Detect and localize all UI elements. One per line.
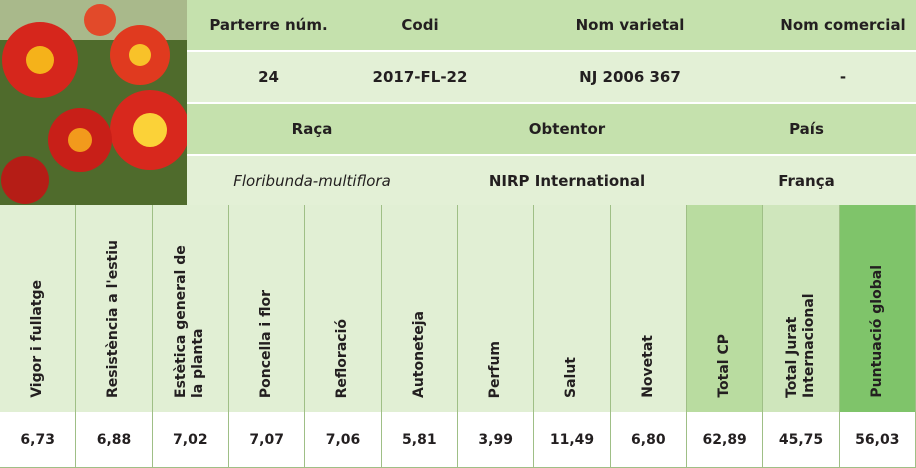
- scores-table: Vigor i fullatge Resistència a l'estiu Est…: [0, 205, 916, 468]
- column-header: Resistència a l'estiu: [76, 205, 152, 412]
- column-header: Poncella i flor: [229, 205, 305, 412]
- column-header-text: Refloració: [334, 319, 351, 398]
- field-label: Nom varietal: [490, 16, 770, 34]
- column-header-text: Poncella i flor: [258, 290, 275, 398]
- column-header: Total Jurat Internacional: [763, 205, 839, 412]
- field-label: Obtentor: [437, 120, 697, 138]
- field-value: França: [697, 172, 916, 190]
- field-value: -: [770, 68, 916, 86]
- column-header-text: Total Jurat Internacional: [784, 233, 818, 398]
- field-value: 2017-FL-22: [350, 68, 490, 86]
- score-value: 7,07: [229, 412, 305, 468]
- score-value: 6,88: [76, 412, 152, 468]
- column-header: Perfum: [458, 205, 534, 412]
- field-label: Parterre núm.: [187, 16, 350, 34]
- field-value: Floribunda-multiflora: [187, 172, 437, 190]
- rose-photo: [0, 0, 187, 205]
- field-label: Raça: [187, 120, 437, 138]
- score-value: 7,02: [153, 412, 229, 468]
- column-header-text: Salut: [563, 357, 580, 398]
- column-header: Vigor i fullatge: [0, 205, 76, 412]
- score-value: 6,80: [611, 412, 687, 468]
- column-header: Puntuació global: [840, 205, 916, 412]
- score-value: 3,99: [458, 412, 534, 468]
- field-value: 24: [187, 68, 350, 86]
- column-header-text: Resistència a l'estiu: [105, 240, 122, 398]
- score-value: 62,89: [687, 412, 763, 468]
- column-header-text: Novetat: [640, 335, 657, 398]
- score-value: 5,81: [382, 412, 458, 468]
- score-value: 6,73: [0, 412, 76, 468]
- field-value: NJ 2006 367: [490, 68, 770, 86]
- field-value: NIRP International: [437, 172, 697, 190]
- column-header: Salut: [534, 205, 610, 412]
- column-header-text: Estètica general de la planta: [173, 233, 207, 398]
- column-header-text: Total CP: [716, 334, 733, 398]
- column-header: Autoneteja: [382, 205, 458, 412]
- page: Parterre núm.CodiNom varietalNom comerci…: [0, 0, 916, 468]
- score-value: 7,06: [305, 412, 381, 468]
- column-header-text: Vigor i fullatge: [29, 280, 46, 398]
- score-value: 56,03: [840, 412, 916, 468]
- score-value: 11,49: [534, 412, 610, 468]
- column-header: Estètica general de la planta: [153, 205, 229, 412]
- field-label: País: [697, 120, 916, 138]
- column-header: Refloració: [305, 205, 381, 412]
- column-header: Total CP: [687, 205, 763, 412]
- column-header-text: Puntuació global: [869, 265, 886, 398]
- score-value: 45,75: [763, 412, 839, 468]
- field-label: Codi: [350, 16, 490, 34]
- field-label: Nom comercial: [770, 16, 916, 34]
- column-header: Novetat: [611, 205, 687, 412]
- column-header-text: Perfum: [487, 341, 504, 398]
- column-header-text: Autoneteja: [411, 311, 428, 398]
